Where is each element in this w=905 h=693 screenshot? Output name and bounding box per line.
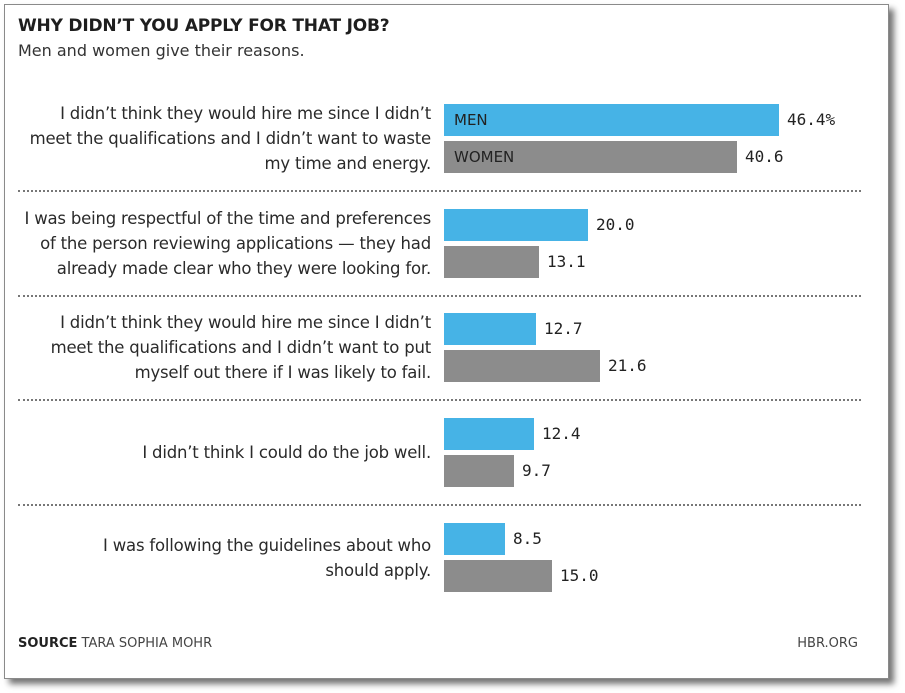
data-label: 12.7 <box>544 319 583 338</box>
women-bar <box>444 246 539 278</box>
men-bar: MEN <box>444 104 779 136</box>
men-bar <box>444 313 536 345</box>
source-text: TARA SOPHIA MOHR <box>81 636 213 651</box>
group-divider <box>18 190 861 192</box>
data-label: 12.4 <box>542 424 581 443</box>
men-bar <box>444 418 534 450</box>
women-bar <box>444 560 552 592</box>
category-label-line: already made clear who they were looking… <box>56 259 431 278</box>
category-label: I didn’t think I could do the job well. <box>13 440 431 465</box>
chart-title: WHY DIDN’T YOU APPLY FOR THAT JOB? <box>18 16 390 36</box>
group-divider <box>18 295 861 297</box>
category-label-line: meet the qualifications and I didn’t wan… <box>29 129 432 148</box>
category-label-line: meet the qualifications and I didn’t wan… <box>50 338 432 357</box>
chart-subtitle: Men and women give their reasons. <box>18 41 305 60</box>
men-bar <box>444 209 588 241</box>
category-label-line: I didn’t think they would hire me since … <box>60 104 431 123</box>
category-label-line: I was being respectful of the time and p… <box>24 209 431 228</box>
legend-men: MEN <box>454 111 488 129</box>
women-bar <box>444 455 514 487</box>
group-divider <box>18 504 861 506</box>
category-label: I was following the guidelines about who… <box>13 533 431 583</box>
category-label-line: of the person reviewing applications — t… <box>40 234 431 253</box>
data-label: 20.0 <box>596 215 635 234</box>
data-label: 15.0 <box>560 566 599 585</box>
category-label-line: I didn’t think I could do the job well. <box>142 443 431 462</box>
data-label: 8.5 <box>513 529 542 548</box>
men-bar <box>444 523 505 555</box>
category-label-line: I was following the guidelines about who <box>103 535 431 555</box>
data-label: 21.6 <box>608 356 647 375</box>
brand-label: HBR.ORG <box>797 636 858 651</box>
source-credit: SOURCE TARA SOPHIA MOHR <box>18 636 212 651</box>
group-divider <box>18 399 861 401</box>
data-label: 46.4% <box>787 110 836 129</box>
category-label: I didn’t think they would hire me since … <box>13 101 432 176</box>
data-label: 40.6 <box>745 147 784 166</box>
source-label: SOURCE <box>18 636 78 651</box>
chart-frame: WHY DIDN’T YOU APPLY FOR THAT JOB? Men a… <box>4 4 889 679</box>
category-label: I didn’t think they would hire me since … <box>13 310 432 385</box>
category-label-line: my time and energy. <box>264 154 432 173</box>
category-label-line: I didn’t think they would hire me since … <box>60 313 431 332</box>
category-label: I was being respectful of the time and p… <box>13 206 431 281</box>
legend-women: WOMEN <box>454 148 515 166</box>
women-bar <box>444 350 600 382</box>
category-label-line: myself out there if I was likely to fail… <box>134 363 432 382</box>
women-bar: WOMEN <box>444 141 737 173</box>
data-label: 13.1 <box>547 252 586 271</box>
data-label: 9.7 <box>522 461 551 480</box>
category-label-line: should apply. <box>325 560 431 580</box>
